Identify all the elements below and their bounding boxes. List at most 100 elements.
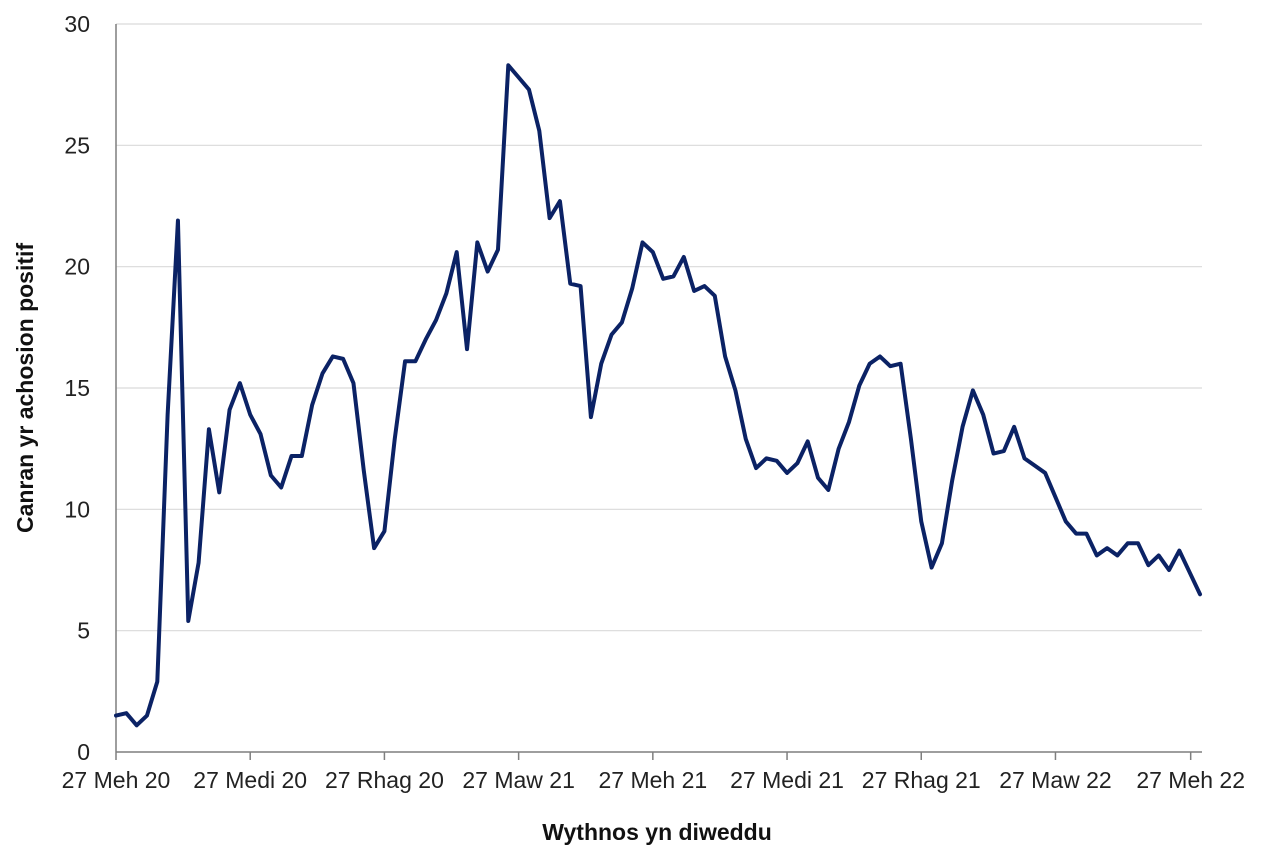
data-point [744, 437, 748, 441]
data-point [661, 277, 665, 281]
data-point [300, 454, 304, 458]
y-axis-title: Canran yr achosion positif [12, 243, 38, 533]
data-point [1043, 471, 1047, 475]
data-point [764, 456, 768, 460]
x-tick-label: 27 Rhag 21 [862, 767, 981, 793]
y-tick-label: 10 [64, 496, 90, 522]
data-point [341, 357, 345, 361]
x-tick-label: 27 Maw 22 [999, 767, 1112, 793]
axes [115, 24, 1202, 760]
data-point [382, 529, 386, 533]
data-point [403, 359, 407, 363]
data-point [847, 420, 851, 424]
gridlines [116, 23, 1202, 632]
x-tick-label: 27 Medi 21 [730, 767, 844, 793]
x-tick-label: 27 Medi 20 [193, 767, 307, 793]
data-point [393, 437, 397, 441]
data-point [176, 219, 180, 223]
data-point [723, 354, 727, 358]
data-point [651, 250, 655, 254]
data-point [279, 485, 283, 489]
data-point [641, 240, 645, 244]
data-point [1177, 549, 1181, 553]
data-point [1012, 425, 1016, 429]
y-tick-label: 25 [64, 132, 90, 158]
data-point [496, 248, 500, 252]
data-point [899, 362, 903, 366]
data-point [878, 354, 882, 358]
y-tick-label: 30 [64, 11, 90, 37]
data-point [971, 388, 975, 392]
data-point [868, 362, 872, 366]
data-point [816, 476, 820, 480]
data-point [217, 490, 221, 494]
data-point [1053, 495, 1057, 499]
data-point [197, 561, 201, 565]
data-point [888, 364, 892, 368]
data-point [486, 270, 490, 274]
data-point [837, 447, 841, 451]
data-point [806, 439, 810, 443]
data-point [1074, 532, 1078, 536]
data-point [506, 63, 510, 67]
data-point [940, 541, 944, 545]
data-point [248, 413, 252, 417]
data-point [919, 519, 923, 523]
series-line [114, 63, 1202, 728]
data-point [702, 284, 706, 288]
data-point [795, 461, 799, 465]
x-tick-label: 27 Maw 21 [462, 767, 575, 793]
data-point [1188, 570, 1192, 574]
data-point [1095, 553, 1099, 557]
data-point [424, 337, 428, 341]
data-point [754, 466, 758, 470]
data-point [1167, 568, 1171, 572]
data-point [1136, 541, 1140, 545]
data-point [186, 619, 190, 623]
data-point [1022, 456, 1026, 460]
data-point [114, 714, 118, 718]
y-tick-label: 0 [77, 739, 90, 765]
data-point [992, 452, 996, 456]
data-point [517, 75, 521, 79]
data-point [455, 250, 459, 254]
x-tick-label: 27 Meh 22 [1136, 767, 1245, 793]
x-axis-title: Wythnos yn diweddu [542, 819, 772, 845]
y-tick-label: 15 [64, 375, 90, 401]
data-point [682, 255, 686, 259]
data-point [444, 291, 448, 295]
data-point [713, 294, 717, 298]
data-point [413, 359, 417, 363]
data-point [228, 408, 232, 412]
data-point [1157, 553, 1161, 557]
data-point [434, 318, 438, 322]
data-point [1105, 546, 1109, 550]
data-point [1198, 592, 1202, 596]
data-point [372, 546, 376, 550]
x-tick-label: 27 Meh 20 [62, 767, 171, 793]
data-point [857, 384, 861, 388]
data-point [950, 478, 954, 482]
data-point [733, 388, 737, 392]
data-point [207, 427, 211, 431]
data-point [1033, 464, 1037, 468]
data-point [537, 129, 541, 133]
x-tick-label: 27 Meh 21 [598, 767, 707, 793]
data-point [620, 320, 624, 324]
y-tick-label: 5 [77, 618, 90, 644]
data-point [1002, 449, 1006, 453]
data-point [465, 347, 469, 351]
data-point [671, 274, 675, 278]
data-point [135, 723, 139, 727]
data-point [599, 362, 603, 366]
data-point [558, 199, 562, 203]
data-point [475, 240, 479, 244]
data-point [269, 473, 273, 477]
data-point [331, 354, 335, 358]
data-point [238, 381, 242, 385]
data-point [775, 459, 779, 463]
y-tick-label: 20 [64, 254, 90, 280]
data-point [259, 432, 263, 436]
